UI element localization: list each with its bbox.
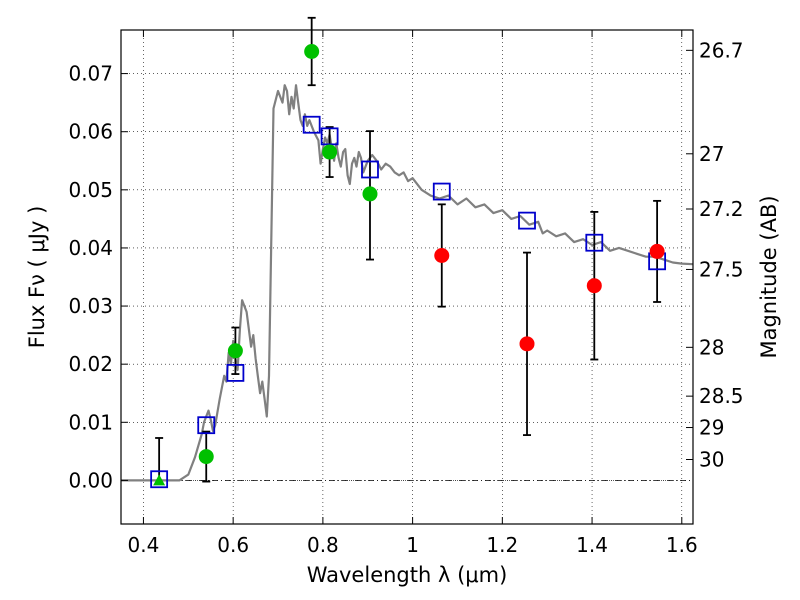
y2-tick-label: 28.5 xyxy=(699,384,744,408)
x-tick-label: 0.6 xyxy=(217,533,249,557)
x-tick-label: 1.2 xyxy=(486,533,518,557)
x-axis-label: Wavelength λ (μm) xyxy=(307,563,508,587)
y-axis-flux: 0.00 0.01 0.02 0.03 0.04 0.05 0.06 0.07 xyxy=(68,62,128,492)
y2-tick-label: 27 xyxy=(699,142,724,166)
data-point-green xyxy=(227,343,243,359)
y2-axis-label: Magnitude (AB) xyxy=(757,195,781,358)
model-flux-square xyxy=(320,127,339,146)
y-tick-label: 0.07 xyxy=(68,62,113,86)
data-point-green xyxy=(304,44,320,60)
y2-tick-label: 26.7 xyxy=(699,38,744,62)
y-tick-label: 0.02 xyxy=(68,352,113,376)
y2-tick-label: 27.5 xyxy=(699,257,744,281)
model-flux-square xyxy=(432,182,451,201)
model-flux-square xyxy=(361,160,379,179)
y2-tick-label: 28 xyxy=(699,335,724,359)
y-axis-label: Flux Fν ( μJy ) xyxy=(25,206,49,349)
y2-tick-label: 29 xyxy=(699,416,724,440)
model-flux-square xyxy=(150,470,169,489)
x-tick-label: 1.6 xyxy=(666,533,698,557)
data-point-red xyxy=(649,243,665,259)
y-tick-label: 0.03 xyxy=(68,294,113,318)
y-tick-label: 0.06 xyxy=(68,120,113,144)
y2-tick-label: 27.2 xyxy=(699,197,744,221)
data-point-red xyxy=(519,336,535,352)
data-point-green xyxy=(362,186,378,202)
model-flux-square xyxy=(302,115,321,134)
x-tick-label: 1.4 xyxy=(576,533,608,557)
data-point-red xyxy=(434,247,450,263)
y-tick-label: 0.00 xyxy=(68,468,113,492)
plot-area xyxy=(121,16,694,489)
grid-lines xyxy=(121,30,693,524)
data-point-green xyxy=(198,449,214,465)
y-tick-label: 0.01 xyxy=(68,410,113,434)
model-flux-square xyxy=(226,363,245,382)
y-tick-label: 0.05 xyxy=(68,178,113,202)
x-tick-label: 0.4 xyxy=(128,533,160,557)
data-point-red xyxy=(586,278,602,294)
model-flux-square xyxy=(518,211,536,230)
y-axis-magnitude: 26.7 27 27.2 27.5 28 28.5 29 30 xyxy=(686,38,744,471)
x-tick-label: 0.8 xyxy=(307,533,339,557)
y-tick-label: 0.04 xyxy=(68,236,113,260)
x-axis: 0.4 0.6 0.8 1 1.2 1.4 1.6 xyxy=(128,30,698,557)
model-flux-square xyxy=(197,416,216,435)
upper-limit-triangle xyxy=(153,474,166,486)
model-flux-square xyxy=(585,233,604,252)
data-point-green xyxy=(322,144,338,160)
plot-frame xyxy=(120,29,694,525)
x-tick-label: 1 xyxy=(406,533,419,557)
y2-tick-label: 30 xyxy=(699,447,724,471)
